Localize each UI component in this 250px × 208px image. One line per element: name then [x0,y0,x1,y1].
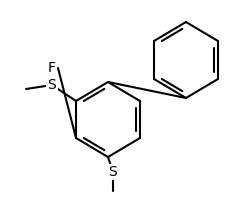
Text: F: F [48,61,56,75]
Text: S: S [108,165,117,179]
Text: S: S [48,78,56,92]
